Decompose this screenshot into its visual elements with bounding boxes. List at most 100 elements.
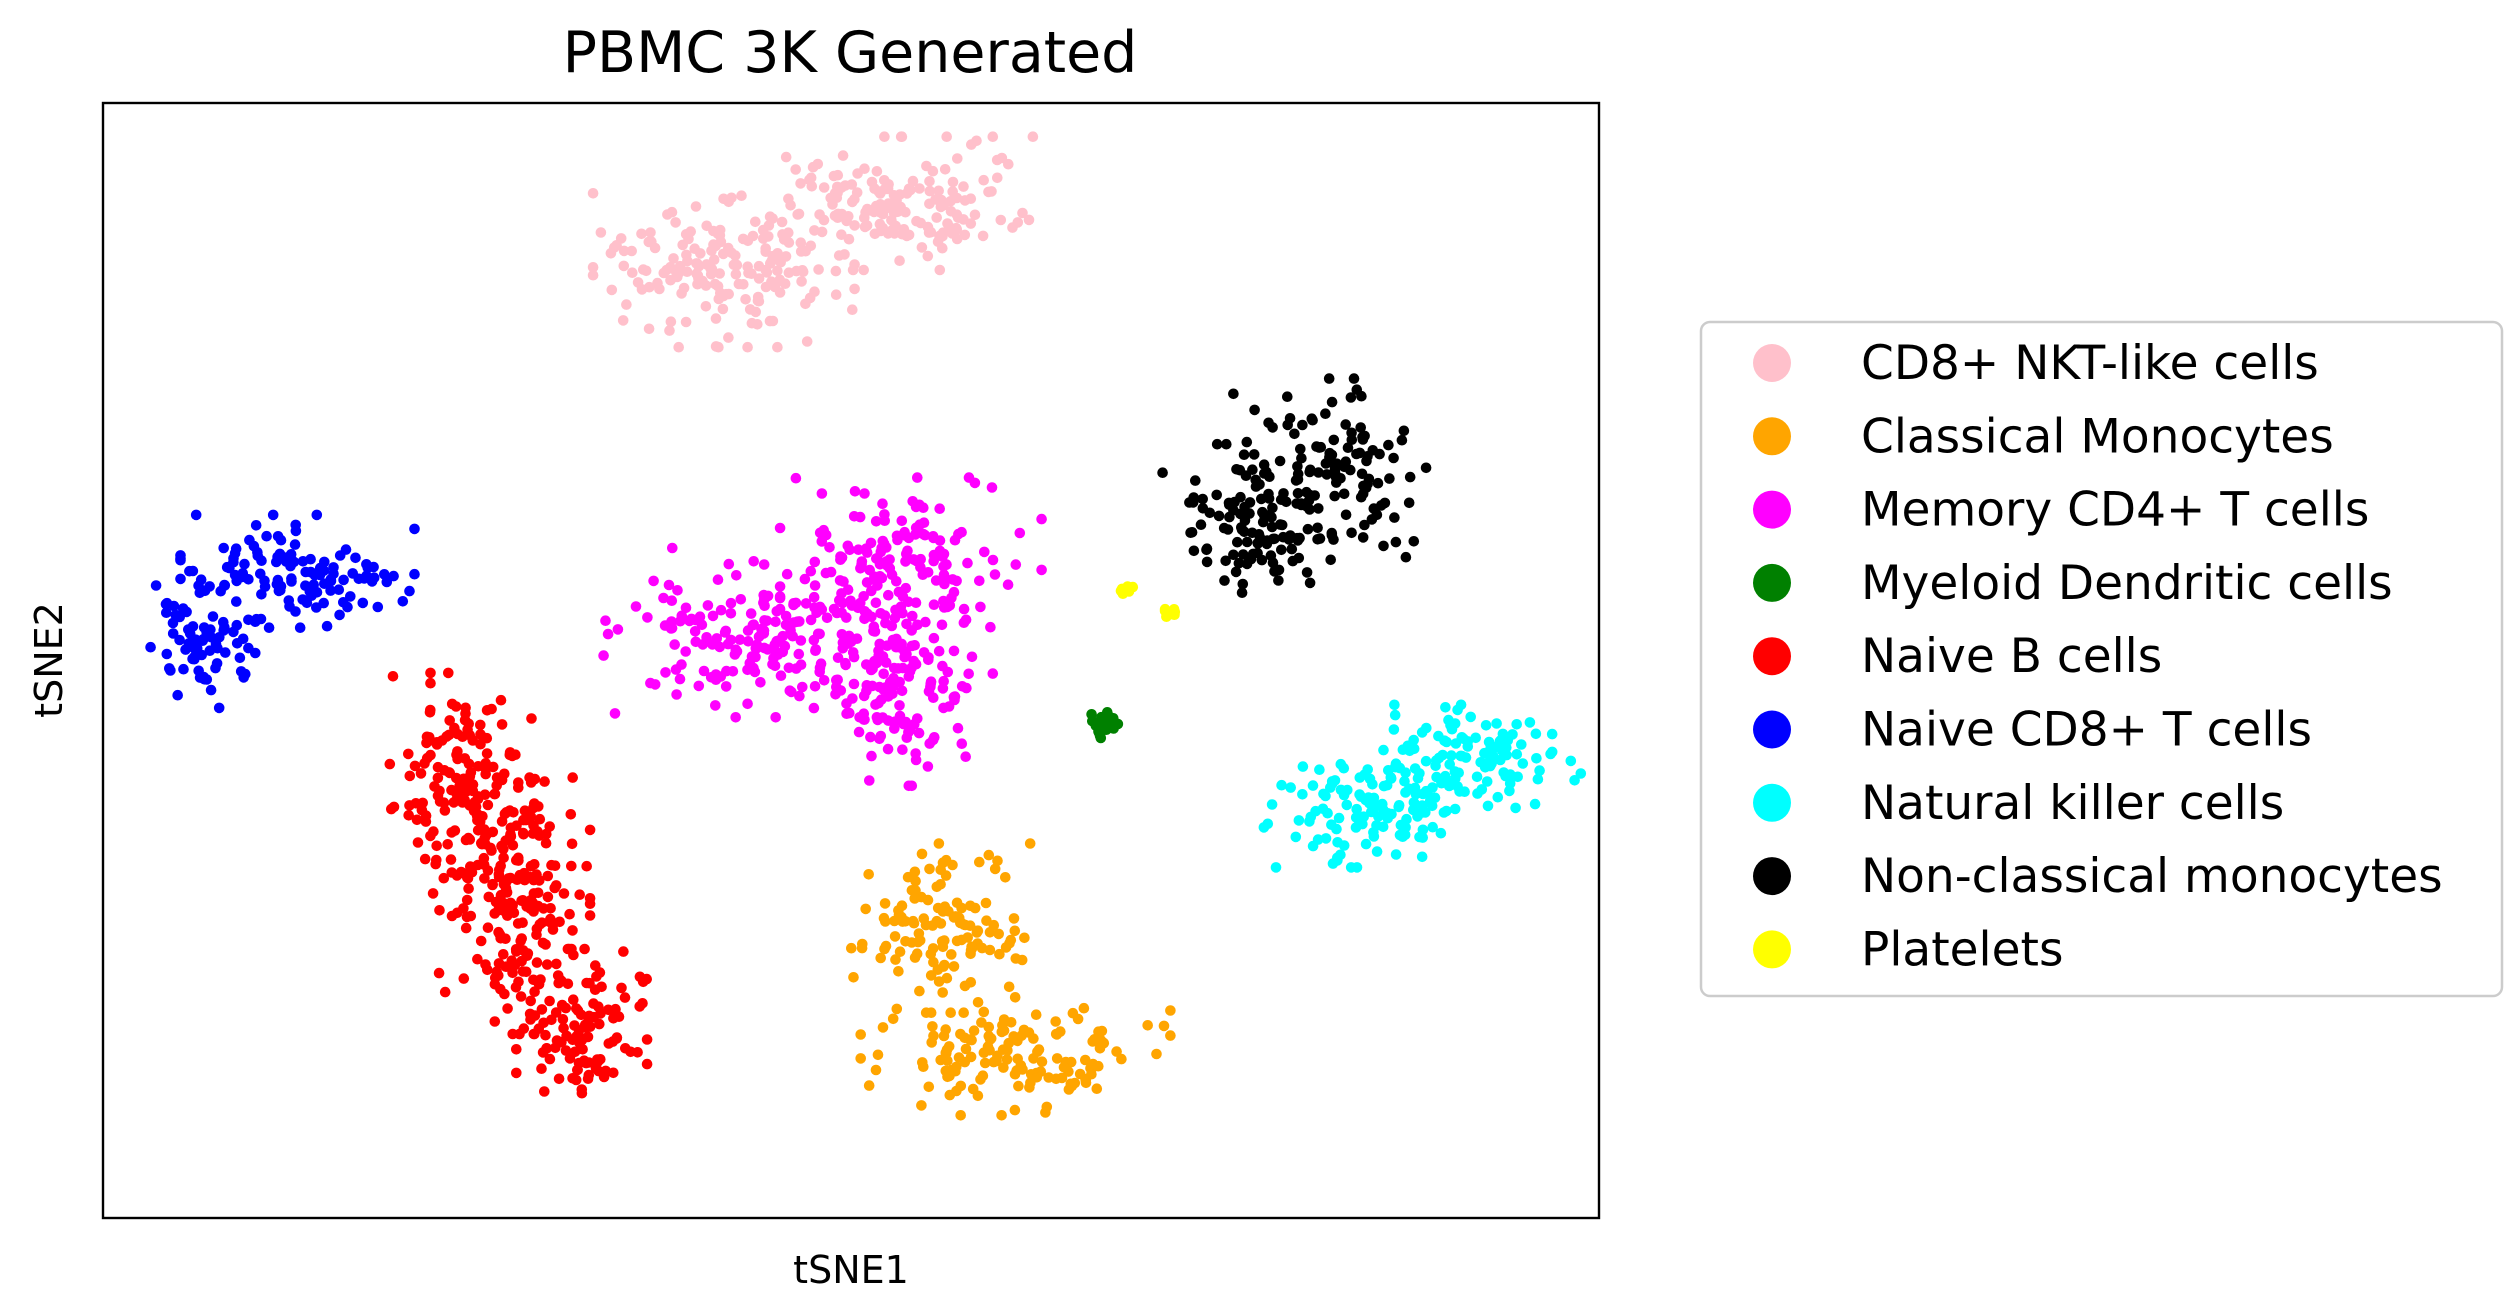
data-point	[1151, 1048, 1162, 1060]
data-point	[534, 875, 545, 886]
data-point	[1452, 704, 1463, 716]
data-point	[974, 575, 985, 587]
data-point	[554, 974, 566, 986]
data-point	[654, 283, 665, 295]
data-point	[790, 597, 802, 609]
data-point	[404, 770, 416, 782]
data-point	[1292, 488, 1304, 499]
data-point	[545, 903, 556, 914]
data-point	[161, 648, 173, 660]
data-point	[397, 596, 409, 607]
data-point	[1072, 1013, 1084, 1025]
data-point	[992, 855, 1003, 867]
data-point	[695, 248, 706, 259]
data-point	[951, 897, 963, 909]
data-point	[723, 242, 734, 254]
data-point	[859, 488, 870, 499]
data-point	[911, 215, 922, 227]
data-point	[797, 681, 808, 693]
data-point	[795, 237, 807, 248]
data-point	[419, 758, 430, 769]
data-point	[560, 1045, 572, 1056]
data-point	[907, 175, 919, 187]
data-point	[1003, 158, 1014, 170]
data-point	[1471, 771, 1483, 783]
legend-label: Natural killer cells	[1861, 776, 2284, 831]
data-point	[988, 919, 1000, 931]
data-point	[841, 698, 852, 709]
data-point	[810, 644, 822, 655]
data-point	[461, 894, 473, 906]
data-point	[882, 743, 894, 755]
data-point	[922, 761, 934, 772]
data-point	[480, 758, 492, 769]
data-point	[700, 301, 712, 312]
data-point	[1531, 753, 1542, 764]
data-point	[1028, 1053, 1039, 1064]
data-point	[872, 553, 883, 564]
data-point	[958, 1007, 969, 1018]
data-point	[1238, 449, 1250, 461]
data-point	[910, 754, 922, 766]
data-point	[742, 698, 753, 710]
data-point	[1385, 773, 1397, 784]
data-point	[874, 207, 886, 218]
data-point	[1315, 441, 1327, 453]
data-point	[940, 854, 952, 866]
legend-label: Classical Monocytes	[1861, 409, 2334, 464]
data-point	[431, 840, 443, 852]
data-point	[1355, 422, 1366, 433]
data-point	[432, 772, 444, 784]
data-point	[1009, 1104, 1021, 1116]
data-point	[912, 472, 923, 483]
data-point	[920, 919, 932, 931]
data-point	[616, 982, 627, 994]
data-point	[1351, 862, 1363, 873]
data-point	[968, 1025, 980, 1036]
data-point	[712, 574, 724, 585]
data-point	[916, 242, 928, 253]
data-point	[1094, 730, 1106, 742]
data-point	[175, 573, 186, 585]
data-point	[745, 608, 757, 619]
data-point	[421, 737, 432, 749]
data-point	[505, 831, 517, 842]
data-point	[824, 542, 835, 553]
data-point	[1008, 1031, 1019, 1042]
data-point	[1368, 503, 1380, 514]
data-point	[325, 575, 337, 587]
data-point	[357, 597, 369, 609]
legend-marker	[1753, 563, 1791, 602]
data-point	[1351, 803, 1362, 815]
data-point	[909, 866, 921, 878]
data-point	[690, 636, 702, 648]
data-point	[648, 575, 659, 587]
data-point	[1532, 773, 1544, 785]
data-point	[753, 295, 765, 307]
data-point	[410, 798, 422, 809]
data-point	[594, 1018, 605, 1030]
data-point	[1332, 855, 1343, 866]
data-point	[425, 830, 436, 842]
data-point	[1516, 739, 1527, 750]
data-point	[297, 556, 309, 567]
data-point	[1201, 543, 1213, 554]
legend-marker	[1753, 783, 1791, 822]
data-point	[895, 131, 907, 142]
data-point	[1228, 549, 1239, 561]
data-point	[1273, 575, 1284, 586]
data-point	[1357, 532, 1369, 543]
data-point	[562, 978, 574, 990]
data-point	[161, 607, 172, 618]
data-point	[978, 1006, 990, 1018]
data-point	[1197, 493, 1208, 505]
data-point	[830, 289, 842, 301]
data-point	[892, 534, 903, 546]
data-point	[181, 606, 192, 618]
data-point	[686, 613, 697, 625]
data-point	[591, 971, 602, 982]
data-point	[879, 175, 890, 186]
data-point	[1295, 443, 1306, 455]
data-point	[913, 727, 925, 739]
data-point	[1529, 798, 1541, 810]
